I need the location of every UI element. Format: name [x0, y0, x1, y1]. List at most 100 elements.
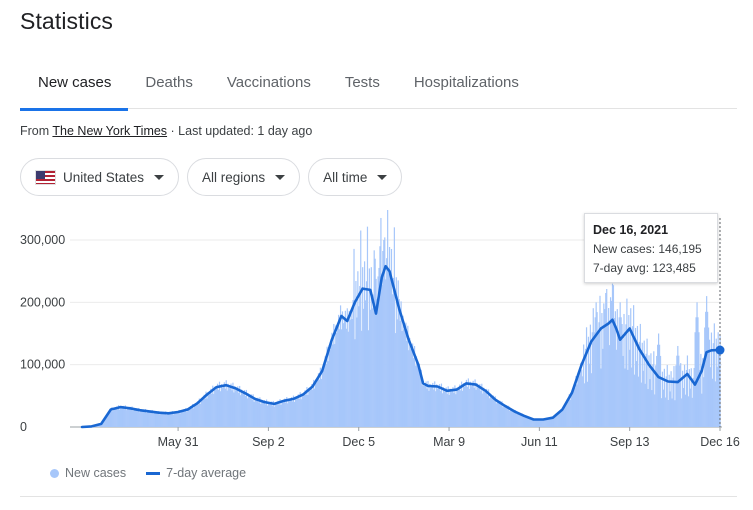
new-cases-bar	[370, 267, 372, 427]
new-cases-bar	[260, 403, 262, 427]
new-cases-bar	[324, 356, 326, 427]
new-cases-bar	[250, 394, 252, 427]
new-cases-bar	[368, 268, 370, 427]
new-cases-bar	[561, 407, 564, 427]
new-cases-bar	[503, 404, 505, 427]
new-cases-bar	[476, 383, 478, 427]
tab-new-cases[interactable]: New cases	[20, 60, 129, 111]
new-cases-bar	[538, 419, 541, 427]
new-cases-bar	[413, 346, 416, 427]
new-cases-bar	[560, 409, 562, 427]
new-cases-bar	[668, 374, 670, 427]
new-cases-bar	[170, 414, 173, 427]
new-cases-bar	[499, 400, 501, 427]
new-cases-bar	[298, 398, 300, 427]
new-cases-bar	[482, 393, 484, 427]
subregion-dropdown[interactable]: All regions	[187, 158, 301, 196]
new-cases-bar	[702, 358, 704, 427]
tab-hospitalizations[interactable]: Hospitalizations	[413, 74, 519, 91]
new-cases-bar	[107, 414, 109, 427]
new-cases-bar	[555, 413, 557, 427]
new-cases-bar	[249, 396, 251, 427]
new-cases-bar	[395, 277, 397, 427]
new-cases-bar	[115, 408, 117, 427]
new-cases-bar	[609, 345, 611, 427]
new-cases-bar	[224, 388, 226, 427]
tab-deaths[interactable]: Deaths	[145, 74, 193, 91]
new-cases-bar	[707, 327, 710, 427]
new-cases-bar	[560, 411, 563, 427]
new-cases-bar	[595, 302, 597, 427]
new-cases-bar	[270, 401, 272, 427]
new-cases-bar	[386, 258, 388, 427]
new-cases-bar	[448, 394, 450, 427]
y-tick-label: 300,000	[20, 233, 65, 247]
new-cases-bar	[632, 326, 634, 427]
new-cases-bar	[142, 410, 144, 427]
new-cases-bar	[119, 406, 122, 427]
region-label: United States	[63, 169, 145, 185]
cases-chart[interactable]: 300,000 200,000 100,000 0 May 31 Sep 2 Dec 5 Ma…	[0, 210, 753, 465]
new-cases-bar	[661, 371, 664, 427]
new-cases-bar	[707, 311, 709, 427]
new-cases-bar	[677, 345, 679, 427]
new-cases-bar	[717, 332, 719, 427]
new-cases-bar	[338, 314, 340, 427]
new-cases-bar	[455, 394, 457, 427]
new-cases-bar	[191, 408, 193, 427]
new-cases-bar	[407, 325, 409, 427]
new-cases-bar	[274, 402, 276, 427]
new-cases-bar	[634, 327, 637, 427]
new-cases-bar	[682, 388, 685, 427]
new-cases-bar	[342, 323, 345, 427]
new-cases-bar	[511, 410, 514, 427]
new-cases-bar	[465, 379, 468, 427]
tab-tests[interactable]: Tests	[344, 74, 380, 91]
subregion-label: All regions	[202, 169, 266, 185]
new-cases-bar	[165, 411, 167, 427]
new-cases-bar	[120, 408, 123, 427]
new-cases-bar	[492, 395, 494, 427]
new-cases-bar	[118, 405, 120, 427]
new-cases-bar	[541, 418, 543, 427]
new-cases-bar	[612, 285, 615, 427]
time-range-dropdown[interactable]: All time	[308, 158, 403, 196]
new-cases-bar	[568, 394, 570, 427]
new-cases-bar	[259, 397, 261, 427]
region-dropdown[interactable]: United States	[20, 158, 180, 196]
new-cases-bar	[277, 400, 279, 427]
new-cases-bar	[242, 392, 245, 427]
y-tick-label: 200,000	[20, 295, 65, 309]
new-cases-bar	[461, 390, 464, 427]
new-cases-bar	[365, 281, 368, 427]
new-cases-bar	[314, 379, 317, 427]
new-cases-bar	[198, 398, 200, 427]
new-cases-bar	[620, 317, 622, 427]
new-cases-bar	[203, 394, 205, 427]
new-cases-bar	[156, 411, 158, 427]
new-cases-bar	[449, 388, 451, 427]
new-cases-bar	[688, 369, 690, 427]
new-cases-bar	[697, 317, 699, 427]
new-cases-bar	[592, 308, 594, 427]
new-cases-bar	[516, 412, 518, 427]
new-cases-bar	[256, 399, 258, 427]
new-cases-bar	[152, 413, 154, 427]
new-cases-bar	[686, 355, 689, 427]
new-cases-bar	[508, 405, 510, 427]
tab-vaccinations[interactable]: Vaccinations	[226, 74, 311, 91]
new-cases-bar	[570, 392, 572, 427]
new-cases-bar	[334, 343, 336, 427]
chevron-down-icon	[377, 174, 388, 180]
new-cases-bar	[510, 408, 512, 427]
new-cases-bar	[708, 339, 711, 427]
new-cases-bar	[437, 386, 440, 427]
new-cases-bar	[539, 418, 542, 427]
new-cases-bar	[409, 337, 411, 427]
new-cases-bar	[387, 210, 389, 427]
new-cases-bar	[129, 406, 131, 427]
source-link[interactable]: The New York Times	[52, 124, 168, 138]
new-cases-bar	[254, 397, 256, 427]
new-cases-bar	[643, 340, 645, 427]
new-cases-bar	[426, 388, 428, 427]
